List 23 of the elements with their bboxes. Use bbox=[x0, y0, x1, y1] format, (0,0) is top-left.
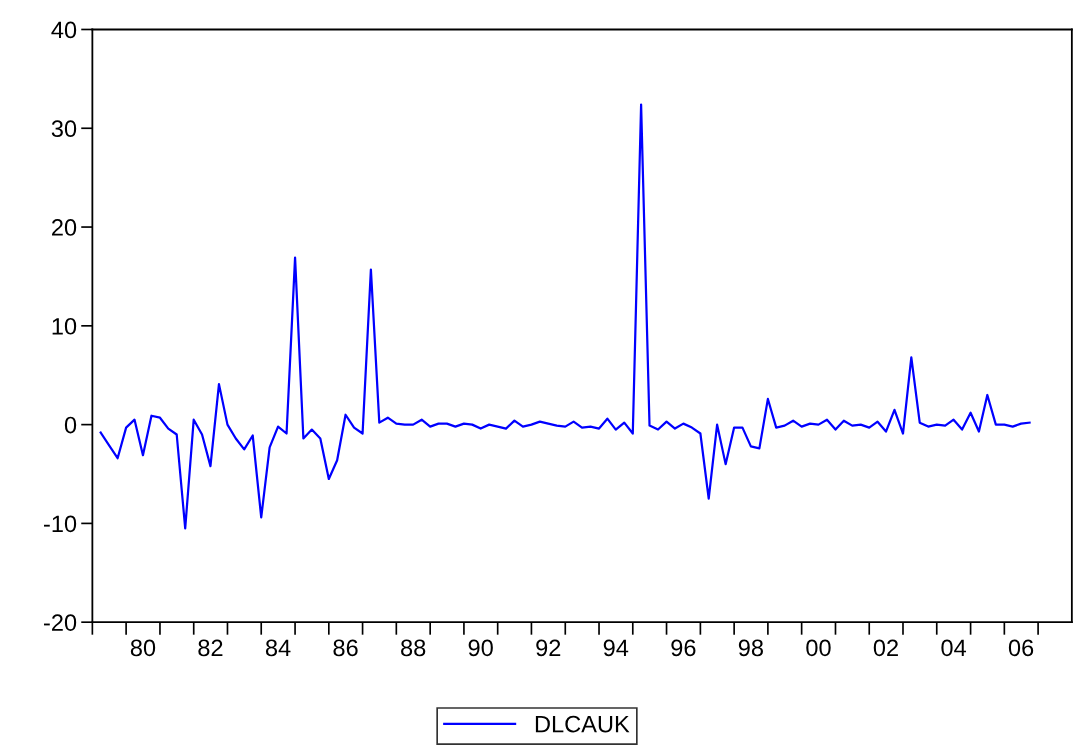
x-tick-label: 06 bbox=[1008, 639, 1034, 657]
x-tick-label: 82 bbox=[198, 639, 223, 657]
line-series bbox=[99, 103, 1031, 530]
y-tick-label: 10 bbox=[52, 317, 77, 335]
y-tick-label: 30 bbox=[51, 120, 77, 138]
x-tick-label: 92 bbox=[536, 639, 561, 657]
x-tick-label: 04 bbox=[941, 639, 967, 657]
x-tick-label: 96 bbox=[671, 639, 696, 657]
x-tick-label: 94 bbox=[603, 639, 629, 657]
x-tick-label: 88 bbox=[401, 639, 426, 657]
x-tick-label: 02 bbox=[873, 639, 898, 657]
y-tick-label: -10 bbox=[44, 515, 77, 533]
x-tick-label: 80 bbox=[130, 639, 156, 657]
y-tick-label: 40 bbox=[51, 21, 77, 39]
x-tick-label: 86 bbox=[333, 639, 358, 657]
y-tick-label: 0 bbox=[64, 416, 77, 434]
legend-label: DLCAUK bbox=[535, 715, 630, 733]
x-tick-label: 84 bbox=[265, 639, 291, 657]
y-tick-label: 20 bbox=[52, 219, 77, 236]
x-tick-label: 00 bbox=[806, 639, 831, 657]
x-tick-label: 98 bbox=[738, 639, 763, 657]
x-tick-label: 90 bbox=[468, 639, 493, 657]
y-tick-label: -20 bbox=[44, 614, 77, 631]
